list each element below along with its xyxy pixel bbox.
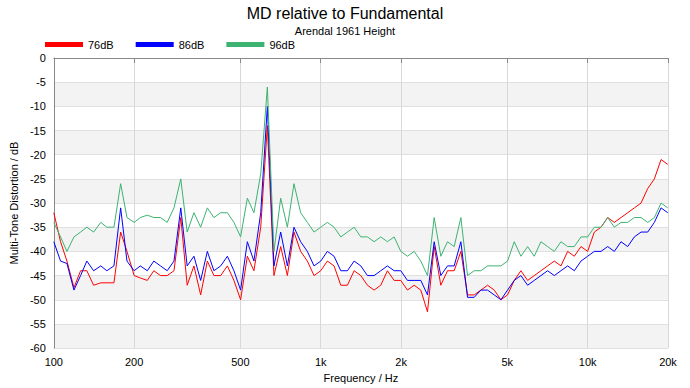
svg-text:-40: -40: [30, 245, 46, 257]
svg-text:1k: 1k: [315, 356, 327, 368]
svg-text:86dB: 86dB: [179, 39, 205, 51]
svg-text:-15: -15: [30, 125, 46, 137]
svg-text:-50: -50: [30, 294, 46, 306]
svg-text:5k: 5k: [501, 356, 513, 368]
svg-text:Multi-Tone Distortion / dB: Multi-Tone Distortion / dB: [8, 142, 20, 265]
svg-text:10k: 10k: [579, 356, 597, 368]
svg-text:500: 500: [231, 356, 249, 368]
svg-text:-20: -20: [30, 149, 46, 161]
svg-text:-60: -60: [30, 342, 46, 354]
svg-text:-5: -5: [36, 76, 46, 88]
svg-text:Frequency / Hz: Frequency / Hz: [324, 372, 399, 384]
svg-text:96dB: 96dB: [269, 39, 295, 51]
svg-text:Arendal 1961 Height: Arendal 1961 Height: [295, 25, 395, 37]
svg-text:20k: 20k: [659, 356, 677, 368]
svg-text:200: 200: [125, 356, 143, 368]
svg-text:-45: -45: [30, 270, 46, 282]
svg-text:-30: -30: [30, 197, 46, 209]
svg-text:-55: -55: [30, 318, 46, 330]
svg-text:0: 0: [40, 52, 46, 64]
svg-text:2k: 2k: [395, 356, 407, 368]
svg-text:-10: -10: [30, 100, 46, 112]
svg-text:-35: -35: [30, 221, 46, 233]
svg-text:MD relative to Fundamental: MD relative to Fundamental: [247, 5, 444, 22]
svg-text:100: 100: [45, 356, 63, 368]
svg-text:-25: -25: [30, 173, 46, 185]
svg-text:76dB: 76dB: [88, 39, 114, 51]
